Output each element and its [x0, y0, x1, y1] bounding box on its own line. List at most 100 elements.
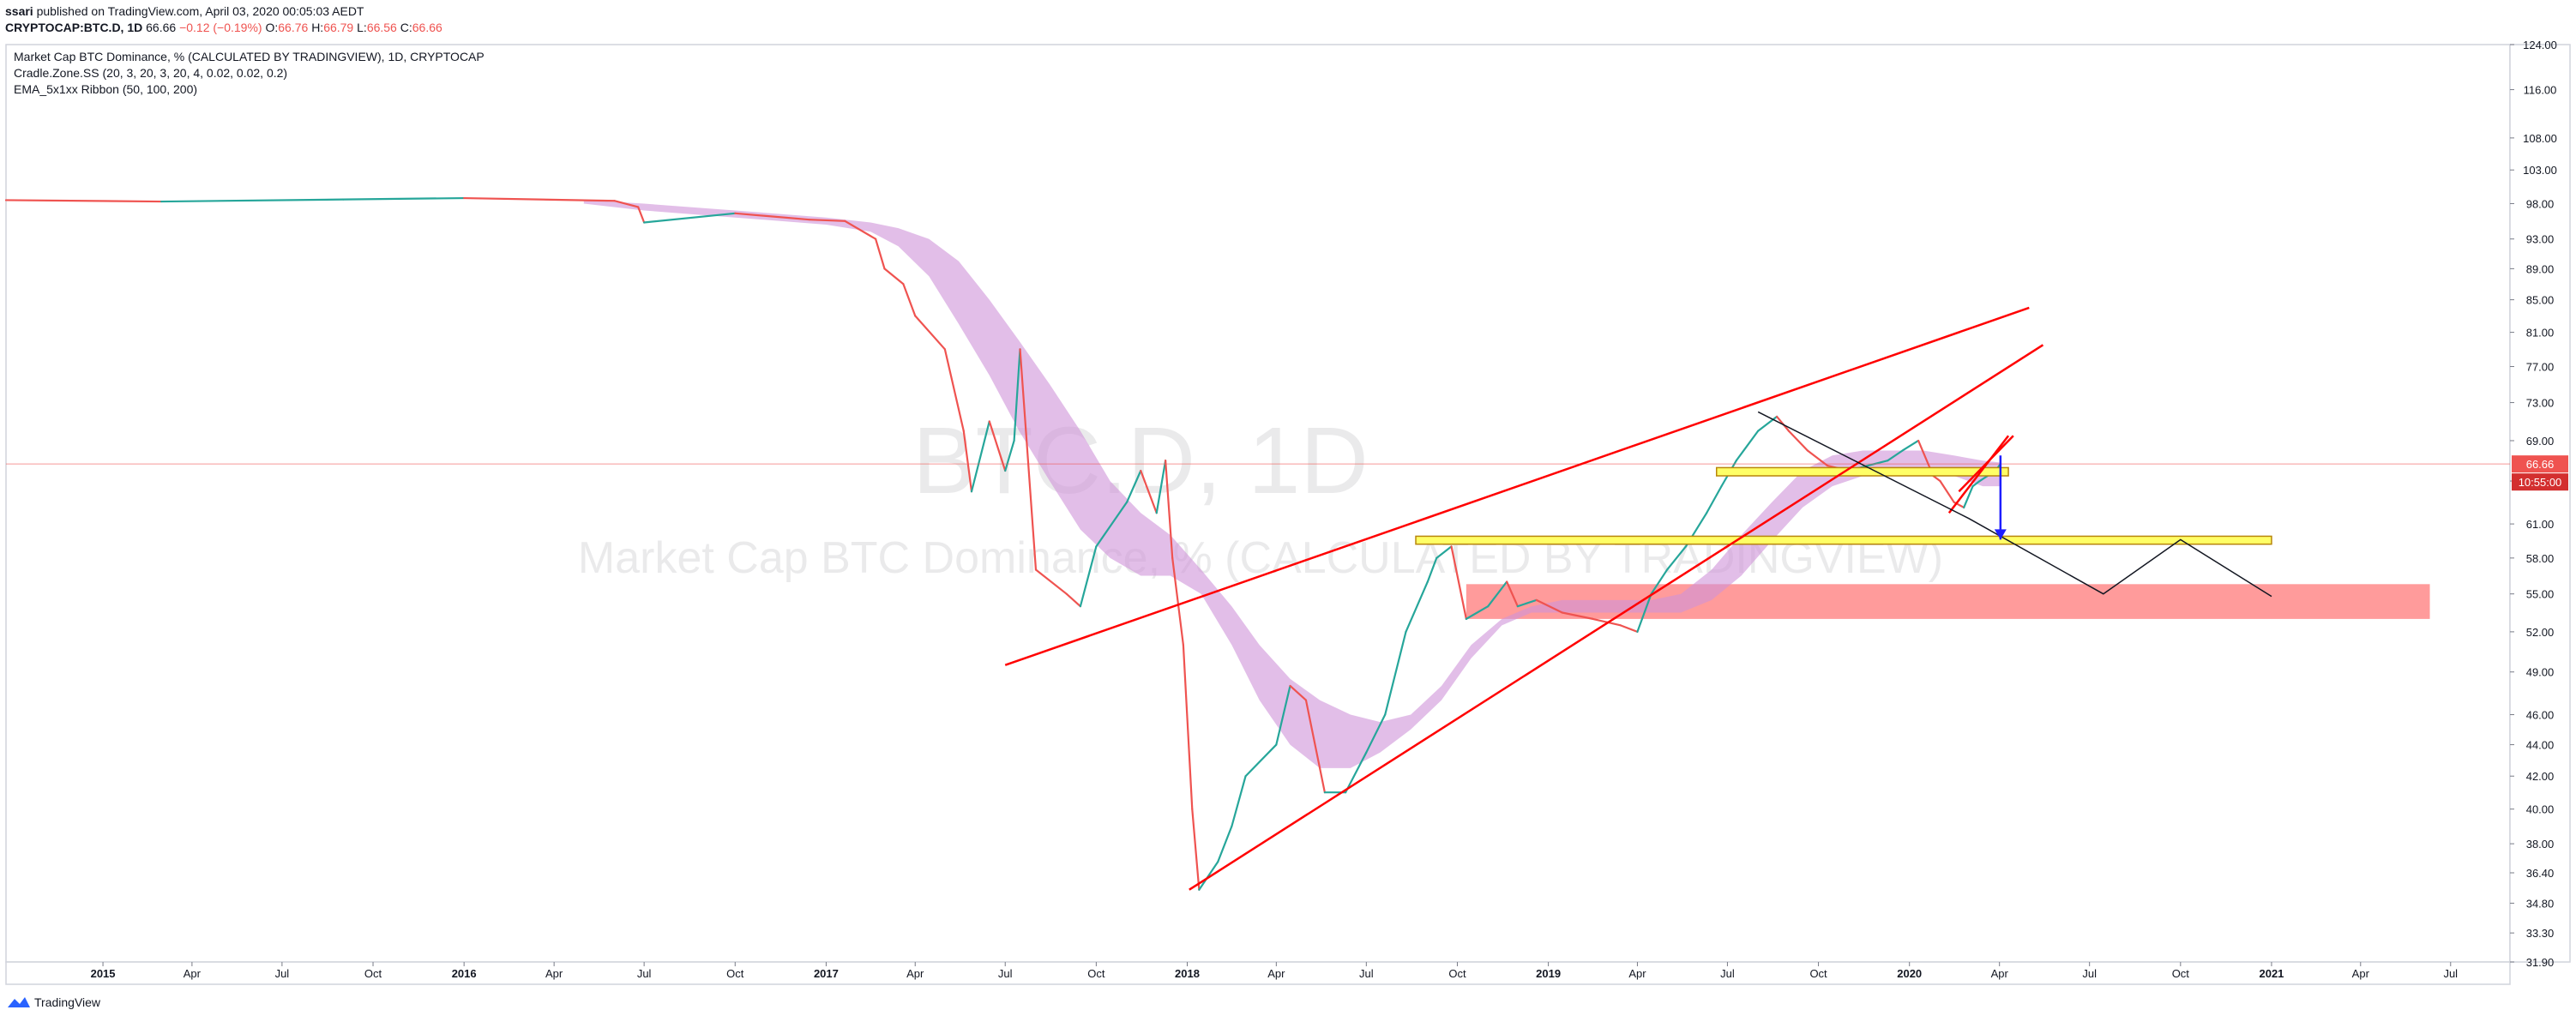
countdown-badge: [2512, 473, 2568, 491]
x-tick-label: Jul: [1359, 967, 1374, 980]
support-box: [1415, 535, 2272, 545]
price-segment: [1198, 861, 1219, 891]
x-tick-label: 2018: [1175, 967, 1200, 980]
price-segment: [1806, 449, 1829, 467]
price-segment: [1405, 580, 1429, 633]
y-tick-label: 49.00: [2526, 666, 2555, 679]
price-segment: [1561, 611, 1594, 620]
price-segment: [1435, 545, 1453, 559]
y-tick-label: 58.00: [2526, 552, 2555, 565]
symbol-name[interactable]: CRYPTOCAP:BTC.D, 1D: [5, 21, 143, 34]
price-axis[interactable]: [2509, 44, 2571, 963]
y-tick-label: 93.00: [2526, 233, 2555, 246]
y-tick-label: 42.00: [2526, 770, 2555, 783]
trendline: [1947, 435, 2010, 514]
price-segment: [1126, 469, 1142, 503]
price-change: −0.12 (−0.19%): [179, 21, 262, 34]
price-segment: [844, 219, 877, 240]
price-segment: [1787, 430, 1809, 452]
x-tick-label: Jul: [275, 967, 290, 980]
high-label: H:: [311, 21, 324, 34]
author-name[interactable]: ssari: [5, 4, 33, 18]
x-tick-label: Apr: [906, 967, 924, 980]
price-segment: [874, 237, 886, 270]
price-segment: [988, 420, 1007, 472]
tradingview-brand-text: TradingView: [34, 995, 101, 1009]
projection-path: [1757, 411, 2272, 598]
y-tick-label: 33.30: [2526, 927, 2555, 940]
y-tick-label: 40.00: [2526, 803, 2555, 816]
y-tick-label: 31.90: [2526, 956, 2555, 969]
last-price: 66.66: [146, 21, 177, 34]
y-tick-label: 61.00: [2526, 518, 2555, 531]
price-segment: [1244, 743, 1278, 778]
y-tick-label: 81.00: [2526, 327, 2555, 340]
trendline: [1189, 344, 2044, 891]
watermark-symbol: BTC.D, 1D: [912, 408, 1369, 514]
time-axis[interactable]: [5, 961, 2511, 985]
x-tick-label: 2020: [1897, 967, 1922, 980]
price-segment: [4, 199, 163, 203]
price-segment: [1019, 348, 1038, 571]
price-segment: [643, 212, 737, 224]
price-segment: [1004, 439, 1015, 472]
price-segment: [1426, 556, 1438, 583]
close-label: C:: [400, 21, 412, 34]
price-segment: [943, 348, 965, 432]
price-segment: [1165, 460, 1174, 559]
y-tick-label: 46.00: [2526, 709, 2555, 722]
legend-indicator-cradle[interactable]: Cradle.Zone.SS (20, 3, 20, 3, 20, 4, 0.0…: [14, 66, 287, 80]
price-segment: [613, 200, 640, 208]
price-segment: [1191, 808, 1201, 891]
countdown-value: 10:55:00: [2519, 476, 2562, 489]
price-segment: [970, 420, 990, 493]
price-segment: [1182, 644, 1194, 810]
chart-legend-title[interactable]: Market Cap BTC Dominance, % (CALCULATED …: [14, 50, 485, 63]
price-segment: [1345, 751, 1368, 794]
price-segment: [1516, 598, 1538, 608]
price-segment: [1465, 605, 1490, 620]
footer-branding[interactable]: TradingView: [7, 995, 100, 1010]
price-segment: [1365, 713, 1387, 754]
open-label: O:: [265, 21, 279, 34]
price-segment: [1289, 684, 1308, 701]
x-tick-label: Apr: [1628, 967, 1646, 980]
current-price-value: 66.66: [2526, 458, 2555, 471]
close-value: 66.66: [412, 21, 442, 34]
price-segment: [342, 196, 466, 201]
legend-indicator-ema-ribbon[interactable]: EMA_5x1xx Ribbon (50, 100, 200): [14, 82, 197, 96]
price-segment: [808, 219, 846, 222]
price-segment: [1034, 568, 1068, 595]
price-segment: [1867, 460, 1889, 467]
x-tick-label: Jul: [2443, 967, 2458, 980]
y-tick-label: 34.80: [2526, 897, 2555, 910]
y-tick-label: 89.00: [2526, 262, 2555, 275]
price-segment: [1095, 501, 1129, 548]
trendline: [1958, 435, 2014, 493]
publish-info: ssari published on TradingView.com, Apri…: [5, 3, 364, 19]
chart-pane[interactable]: [5, 44, 2511, 963]
x-tick-label: Apr: [545, 967, 563, 980]
x-tick-label: Oct: [726, 967, 744, 980]
y-tick-label: 103.00: [2523, 164, 2557, 177]
price-segment: [463, 196, 616, 202]
y-tick-label: 116.00: [2524, 84, 2557, 97]
price-segment: [1217, 825, 1233, 863]
price-segment: [734, 212, 810, 221]
price-segment: [1757, 415, 1779, 432]
price-segment: [160, 198, 345, 203]
price-segment: [1619, 624, 1639, 633]
price-segment: [1275, 684, 1291, 746]
price-segment: [1901, 439, 1920, 452]
symbol-ohlc-line: CRYPTOCAP:BTC.D, 1D 66.66 −0.12 (−0.19%)…: [5, 20, 442, 35]
publish-date: published on TradingView.com, April 03, …: [36, 4, 364, 18]
price-segment: [1450, 545, 1467, 620]
current-price-badge: [2512, 455, 2568, 473]
price-segment: [962, 430, 973, 493]
x-tick-label: Jul: [998, 967, 1013, 980]
y-tick-label: 98.00: [2526, 197, 2555, 210]
price-segment: [1932, 474, 1941, 483]
price-segment: [1978, 474, 1989, 483]
open-value: 66.76: [278, 21, 309, 34]
